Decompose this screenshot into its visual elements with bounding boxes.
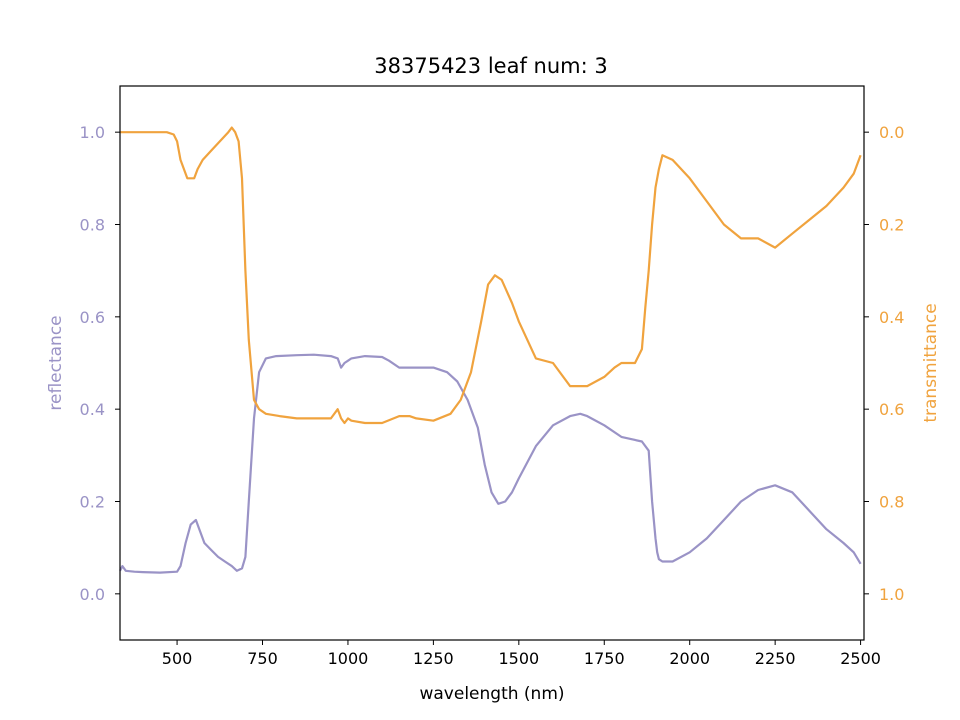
plot-frame [119,85,865,641]
y-tick-label-right: 0.2 [879,216,904,235]
x-tick-label: 1000 [328,649,369,668]
series-line-reflectance [119,353,862,574]
x-tick-label: 1250 [413,649,454,668]
y-axis-left: 0.0 0.2 0.4 0.6 0.8 1.0 [80,123,120,604]
y-tick-label-right: 0.6 [879,400,904,419]
x-tick-label: 500 [162,649,193,668]
x-axis: 500 750 1000 1250 1500 1750 2000 2250 2500 [162,640,881,668]
y-tick-label-left: 1.0 [80,123,105,142]
y-tick-label-left: 0.4 [80,400,105,419]
y-tick-label-right: 1.0 [879,585,904,604]
chart-title: 38375423 leaf num: 3 [374,54,607,78]
y-axis-label-right: transmittance [921,303,941,422]
x-axis-label: wavelength (nm) [419,684,564,704]
y-tick-label-left: 0.6 [80,308,105,327]
x-tick-label: 2500 [840,649,881,668]
y-tick-label-left: 0.2 [80,493,105,512]
y-tick-label-right: 0.8 [879,493,904,512]
x-tick-label: 1500 [498,649,539,668]
y-axis-label-left: reflectance [46,315,66,410]
y-tick-label-right: 0.4 [879,308,904,327]
plot-lines [119,126,862,574]
x-tick-label: 750 [247,649,278,668]
x-tick-label: 2250 [755,649,796,668]
x-tick-label: 2000 [669,649,710,668]
series-line-transmittance [120,126,862,425]
y-tick-label-left: 0.0 [80,585,105,604]
y-tick-label-left: 0.8 [80,216,105,235]
y-axis-right: 0.0 0.2 0.4 0.6 0.8 1.0 [864,123,904,604]
y-tick-label-right: 0.0 [879,123,904,142]
x-tick-label: 1750 [584,649,625,668]
